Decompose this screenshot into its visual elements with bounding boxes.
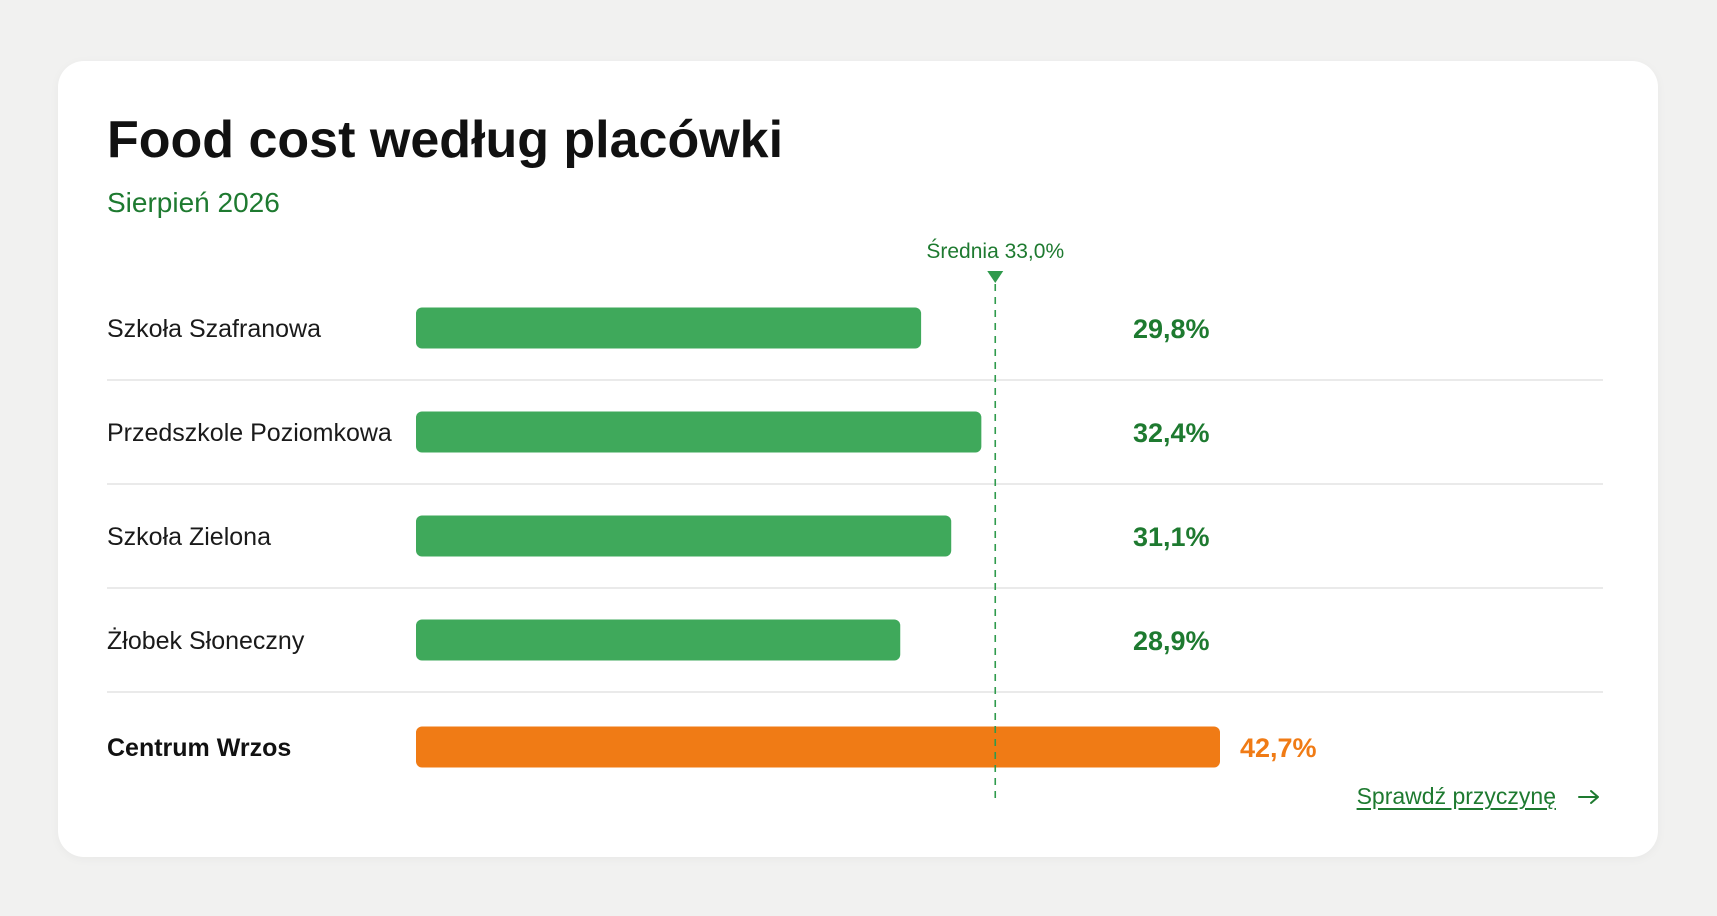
check-cause-link[interactable]: Sprawdź przyczynę xyxy=(1357,783,1600,810)
bar xyxy=(416,726,1220,768)
bar xyxy=(416,619,901,661)
category-label: Przedszkole Poziomkowa xyxy=(107,419,392,447)
category-label: Szkoła Zielona xyxy=(107,523,271,551)
value-label: 31,1% xyxy=(1133,522,1210,552)
check-cause-link-label[interactable]: Sprawdź przyczynę xyxy=(1356,783,1556,809)
category-label: Szkoła Szafranowa xyxy=(107,315,321,343)
arrow-right-icon[interactable] xyxy=(1578,789,1600,805)
chart-title: Food cost według placówki xyxy=(107,111,784,169)
chart-subtitle: Sierpień 2026 xyxy=(107,187,280,218)
bar xyxy=(416,411,982,453)
bar xyxy=(416,307,922,349)
value-label: 29,8% xyxy=(1133,314,1210,344)
value-label: 28,9% xyxy=(1133,626,1210,656)
bar xyxy=(416,515,952,557)
value-label: 42,7% xyxy=(1240,733,1317,763)
average-label: Średnia 33,0% xyxy=(926,239,1064,263)
average-marker-icon xyxy=(987,271,1004,283)
chart-card xyxy=(58,61,1658,857)
category-label: Żłobek Słoneczny xyxy=(107,626,305,655)
value-label: 32,4% xyxy=(1133,418,1210,448)
category-label: Centrum Wrzos xyxy=(107,734,291,762)
